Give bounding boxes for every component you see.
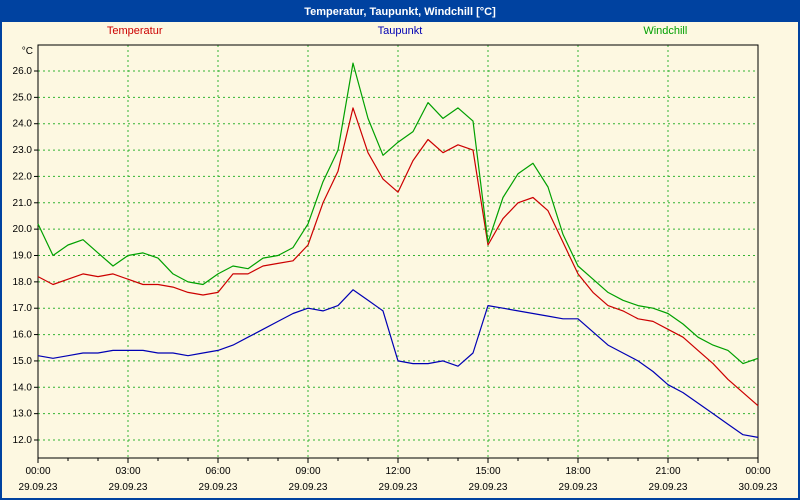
x-tick-date: 29.09.23 xyxy=(19,482,58,493)
x-tick-date: 29.09.23 xyxy=(469,482,508,493)
series-line-temperatur xyxy=(37,107,759,407)
x-tick-date: 30.09.23 xyxy=(739,482,778,493)
y-tick-label: 19.0 xyxy=(13,251,33,262)
legend-item-windchill: Windchill xyxy=(643,25,688,37)
x-tick-time: 12:00 xyxy=(385,466,410,477)
chart-legend: Temperatur Taupunkt Windchill xyxy=(2,22,798,40)
legend-item-taupunkt: Taupunkt xyxy=(377,25,423,37)
x-tick-date: 29.09.23 xyxy=(649,482,688,493)
y-tick-label: 26.0 xyxy=(13,66,33,77)
x-tick-date: 29.09.23 xyxy=(379,482,418,493)
y-tick-label: 25.0 xyxy=(13,92,33,103)
y-tick-label: 17.0 xyxy=(13,303,33,314)
y-tick-label: 23.0 xyxy=(13,145,33,156)
y-axis-unit-label: °C xyxy=(22,46,33,57)
y-tick-label: 21.0 xyxy=(13,198,33,209)
y-tick-label: 20.0 xyxy=(13,224,33,235)
y-tick-label: 22.0 xyxy=(13,171,33,182)
series-line-taupunkt xyxy=(37,289,759,438)
chart-title: Temperatur, Taupunkt, Windchill [°C] xyxy=(2,2,798,22)
x-tick-time: 15:00 xyxy=(475,466,500,477)
x-tick-time: 21:00 xyxy=(655,466,680,477)
x-tick-time: 09:00 xyxy=(295,466,320,477)
x-tick-time: 00:00 xyxy=(25,466,50,477)
y-tick-label: 24.0 xyxy=(13,119,33,130)
x-tick-time: 06:00 xyxy=(205,466,230,477)
legend-item-temperatur: Temperatur xyxy=(106,25,163,37)
series-line-windchill xyxy=(37,62,759,365)
plot-border xyxy=(37,44,759,459)
x-tick-time: 03:00 xyxy=(115,466,140,477)
y-tick-label: 15.0 xyxy=(13,356,33,367)
x-tick-date: 29.09.23 xyxy=(199,482,238,493)
y-tick-label: 14.0 xyxy=(13,382,33,393)
x-tick-date: 29.09.23 xyxy=(559,482,598,493)
x-tick-date: 29.09.23 xyxy=(109,482,148,493)
y-tick-label: 18.0 xyxy=(13,277,33,288)
x-tick-time: 00:00 xyxy=(745,466,770,477)
x-tick-date: 29.09.23 xyxy=(289,482,328,493)
y-tick-label: 12.0 xyxy=(13,435,33,446)
x-tick-time: 18:00 xyxy=(565,466,590,477)
line-chart: 12.0 13.0 14.0 15.0 16.0 17.0 18.0 19.0 20.0 21.0… xyxy=(13,44,778,493)
y-tick-label: 16.0 xyxy=(13,330,33,341)
y-tick-label: 13.0 xyxy=(13,409,33,420)
